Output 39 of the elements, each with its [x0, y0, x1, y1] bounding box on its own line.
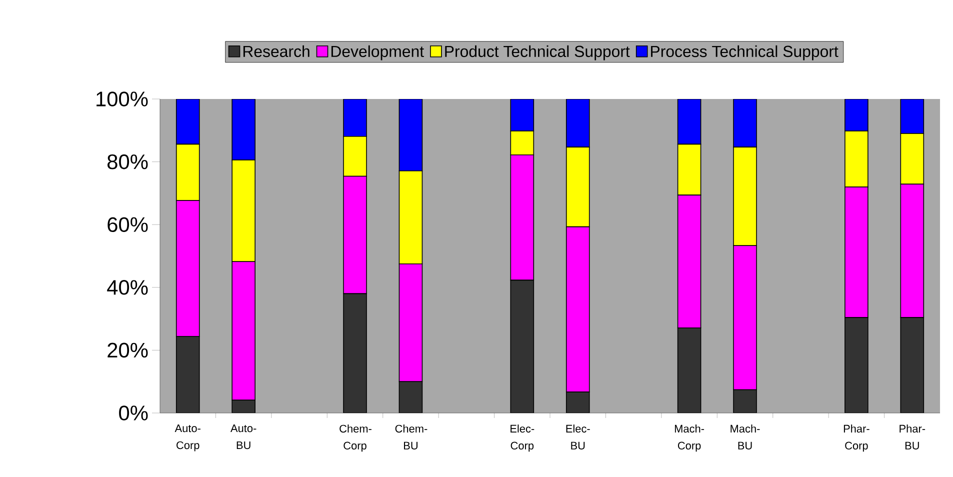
- x-tick-label: Auto-Corp: [174, 424, 200, 452]
- legend-label: Research: [243, 45, 310, 58]
- bar: [176, 336, 200, 413]
- x-tick-label: Phar-BU: [900, 424, 926, 450]
- bar: [510, 98, 534, 132]
- x-tick-label: Phar-Corp: [844, 424, 870, 452]
- bar: [343, 98, 367, 137]
- bar: [566, 392, 590, 413]
- bar: [398, 381, 423, 413]
- x-tick-label: Elec-BU: [566, 424, 590, 450]
- y-tick-label: 0%: [119, 406, 148, 420]
- bar: [343, 293, 367, 413]
- bar: [844, 98, 868, 132]
- x-tick-label: Chem-Corp: [340, 424, 372, 452]
- bar: [566, 98, 590, 148]
- x-tick-label: Chem-BU: [395, 424, 428, 450]
- x-tick-label: Auto-BU: [230, 424, 256, 450]
- bar: [677, 328, 702, 413]
- x-tick-label: Mach-BU: [730, 424, 760, 450]
- y-tick-label: 40%: [107, 280, 148, 295]
- bar: [900, 317, 924, 413]
- bar: [176, 98, 200, 145]
- bar: [232, 98, 256, 160]
- y-tick-label: 60%: [108, 217, 148, 232]
- x-tick-label: Mach-Corp: [674, 424, 704, 452]
- y-tick-label: 80%: [108, 154, 148, 170]
- y-tick-label: 100%: [96, 92, 148, 106]
- legend-label: Product Technical Support: [445, 45, 630, 60]
- bar: [733, 98, 757, 148]
- bar: [510, 280, 534, 413]
- x-tick-label: Elec-Corp: [510, 424, 534, 452]
- bar: [733, 389, 757, 413]
- bar: [844, 317, 868, 413]
- legend-label: Development: [331, 45, 424, 60]
- bar: [398, 98, 423, 172]
- bar: [900, 98, 924, 134]
- legend-label: Process Technical Support: [651, 45, 838, 60]
- bar: [677, 98, 702, 145]
- y-tick-label: 20%: [108, 342, 148, 358]
